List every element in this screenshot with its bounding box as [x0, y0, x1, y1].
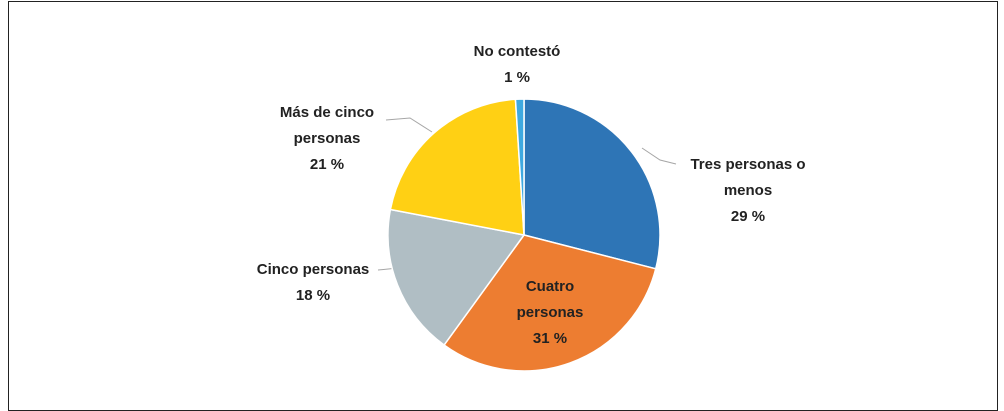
- value-label: 21 %: [309, 156, 345, 173]
- leader-line: [385, 117, 433, 133]
- value-label: 18 %: [295, 287, 331, 304]
- slice-label: Cuatro personas: [516, 278, 584, 321]
- value-label: 31 %: [532, 330, 568, 347]
- leader-line: [641, 147, 677, 165]
- slice-label: Tres personas o menos: [690, 156, 806, 199]
- pie-slice: [523, 98, 661, 270]
- pie-slice: [443, 234, 657, 372]
- value-label: 1 %: [504, 69, 530, 86]
- slice-label: No contestó: [473, 43, 561, 60]
- slice-label: Más de cinco personas: [279, 104, 375, 147]
- value-label: 29 %: [730, 208, 766, 225]
- pie-slice: [389, 98, 525, 236]
- pie-slice: [387, 208, 526, 347]
- slice-label: Cinco personas: [256, 261, 370, 278]
- pie-slice: [514, 98, 525, 236]
